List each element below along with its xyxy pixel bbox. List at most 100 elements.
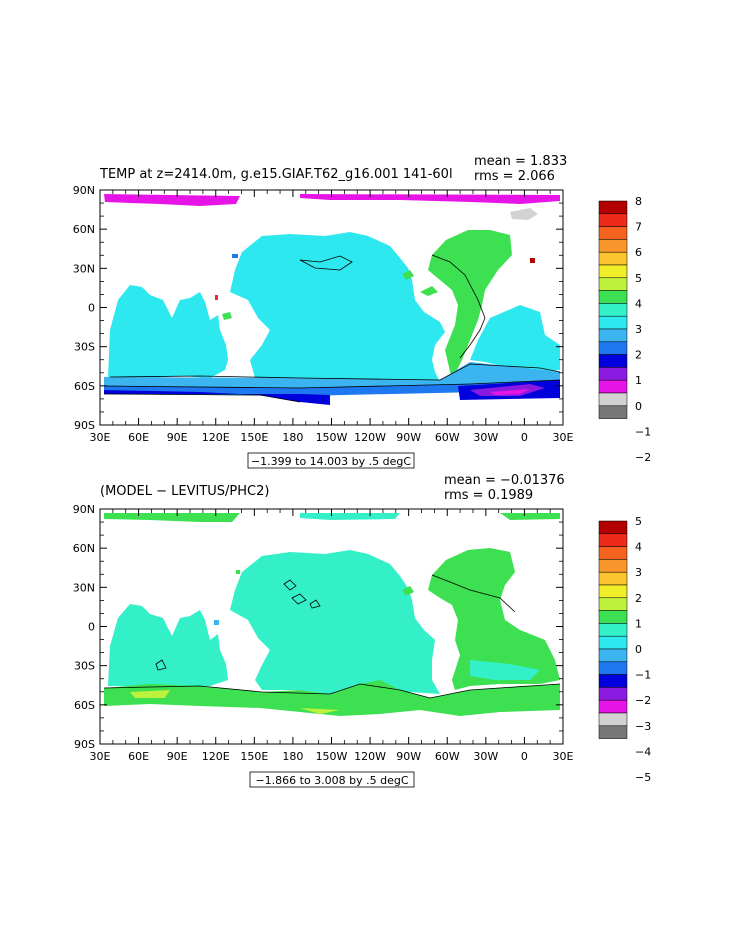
- colorbar-label: 6: [635, 246, 642, 259]
- lon-tick-label: 90E: [167, 750, 188, 763]
- lon-tick-label: 120W: [354, 750, 386, 763]
- colorbar-label: 1: [635, 617, 642, 630]
- top-red-spot-atlantic: [530, 258, 535, 263]
- bottom-arctic-west: [104, 513, 240, 522]
- colorbar-swatch: [598, 725, 628, 739]
- lat-tick-label: 60N: [73, 223, 95, 236]
- top-contour-2: [431, 254, 486, 359]
- colorbar-swatch: [598, 687, 628, 701]
- lat-tick-label: 30N: [73, 262, 95, 275]
- colorbar-label: 3: [635, 566, 642, 579]
- lat-tick-label: 60S: [74, 699, 95, 712]
- colorbar-swatch: [598, 341, 628, 355]
- top-contour-5: [103, 393, 301, 403]
- lon-tick-label: 30E: [553, 431, 574, 444]
- colorbar-swatch: [598, 546, 628, 560]
- lon-tick-label: 180: [282, 750, 303, 763]
- lon-tick-label: 150E: [240, 431, 268, 444]
- top-blue-spot: [232, 254, 238, 258]
- colorbar-label: 2: [635, 349, 642, 362]
- top-lat-ticks: 90N 60N 30N 0 30S 60S 90S: [73, 184, 563, 432]
- top-mean-label: mean = 1.833: [474, 154, 567, 169]
- top-arctic-field-east: [300, 194, 560, 204]
- top-southern-ocean-light: [104, 362, 560, 388]
- top-lon-ticks: 30E 60E 90E 120E 150E 180 150W 120W 90W 60W 30W 0 30…: [90, 190, 574, 444]
- lon-tick-label: 0: [521, 431, 528, 444]
- colorbar-swatch: [598, 315, 628, 330]
- colorbar-swatch: [598, 213, 628, 227]
- bottom-southern-ocean-light: [130, 690, 340, 714]
- colorbar-swatch: [598, 559, 628, 573]
- colorbar-label: 4: [635, 297, 642, 310]
- lat-tick-label: 0: [88, 302, 95, 315]
- colorbar-swatch: [598, 239, 628, 253]
- lon-tick-label: 0: [521, 750, 528, 763]
- lat-tick-label: 30S: [74, 660, 95, 673]
- bottom-southern-ocean: [104, 680, 560, 716]
- lon-tick-label: 150E: [240, 750, 268, 763]
- bottom-contour-4: [155, 659, 167, 671]
- colorbar-swatch: [598, 597, 628, 611]
- lat-tick-label: 90N: [73, 184, 95, 197]
- colorbar-swatch: [598, 712, 628, 727]
- colorbar-label: 7: [635, 221, 642, 234]
- lon-tick-label: 90W: [396, 431, 421, 444]
- bottom-atlantic: [428, 548, 560, 690]
- colorbar-swatch: [598, 533, 628, 547]
- lon-tick-label: 30W: [473, 431, 498, 444]
- colorbar-swatch: [598, 699, 628, 714]
- bottom-map-field: [103, 513, 561, 716]
- bottom-lat-ticks: 90N 60N 30N 0 30S 60S 90S: [73, 503, 563, 751]
- colorbar-label: 5: [635, 515, 642, 528]
- colorbar-swatch: [598, 367, 628, 381]
- colorbar-label: −2: [635, 451, 651, 464]
- top-indian-ocean: [108, 285, 228, 378]
- bottom-range-label: −1.866 to 3.008 by .5 degC: [255, 774, 408, 787]
- colorbar-swatch: [598, 303, 628, 317]
- bottom-colorbar: 5 4 3 2 1 0 −1 −2 −3 −4 −5: [598, 515, 651, 784]
- bottom-atlantic-cyan: [470, 660, 540, 680]
- colorbar-swatch: [598, 584, 628, 599]
- colorbar-swatch: [598, 328, 628, 343]
- colorbar-swatch: [598, 251, 628, 266]
- lat-tick-label: 30S: [74, 341, 95, 354]
- top-atlantic-south: [470, 305, 560, 372]
- colorbar-swatch: [598, 405, 628, 419]
- top-colorbar: 8 7 6 5 4 3 2 1 0 −1 −2: [598, 195, 651, 464]
- colorbar-swatch: [598, 674, 628, 688]
- lon-tick-label: 120E: [202, 750, 230, 763]
- colorbar-label: −1: [635, 425, 651, 438]
- top-red-spot-indian: [215, 295, 218, 300]
- lon-tick-label: 60E: [128, 431, 149, 444]
- colorbar-label: −3: [635, 720, 651, 733]
- bottom-pacific-ocean: [230, 550, 440, 694]
- bottom-green-spot-2: [402, 586, 414, 596]
- bottom-lon-ticks: 30E 60E 90E 120E 150E 180 150W 120W 90W 60W 30W 0 30…: [90, 509, 574, 763]
- colorbar-label: 8: [635, 195, 642, 208]
- colorbar-swatch: [598, 635, 628, 650]
- colorbar-label: 1: [635, 374, 642, 387]
- top-arctic-gray: [510, 208, 538, 220]
- top-pacific-ocean: [230, 232, 445, 384]
- top-weddell-purple: [470, 384, 545, 396]
- top-contour-3: [109, 363, 561, 381]
- bottom-panel: mean = −0.01376 rms = 0.1989 (MODEL − LE…: [73, 473, 651, 788]
- lat-tick-label: 90N: [73, 503, 95, 516]
- top-map-field: [103, 194, 561, 405]
- lon-tick-label: 30W: [473, 750, 498, 763]
- bottom-contour-3: [283, 579, 321, 609]
- top-range-label: −1.399 to 14.003 by .5 degC: [251, 455, 411, 468]
- lon-tick-label: 30E: [553, 750, 574, 763]
- top-rms-label: rms = 2.066: [474, 169, 555, 184]
- lon-tick-label: 60E: [128, 750, 149, 763]
- bottom-contour-2: [103, 683, 561, 699]
- colorbar-swatch: [598, 610, 628, 624]
- colorbar-swatch: [598, 520, 628, 535]
- lat-tick-label: 30N: [73, 581, 95, 594]
- lon-tick-label: 180: [282, 431, 303, 444]
- colorbar-label: 0: [635, 400, 642, 413]
- colorbar-swatch: [598, 277, 628, 291]
- colorbar-label: 4: [635, 541, 642, 554]
- colorbar-swatch: [598, 661, 628, 675]
- lon-tick-label: 120E: [202, 431, 230, 444]
